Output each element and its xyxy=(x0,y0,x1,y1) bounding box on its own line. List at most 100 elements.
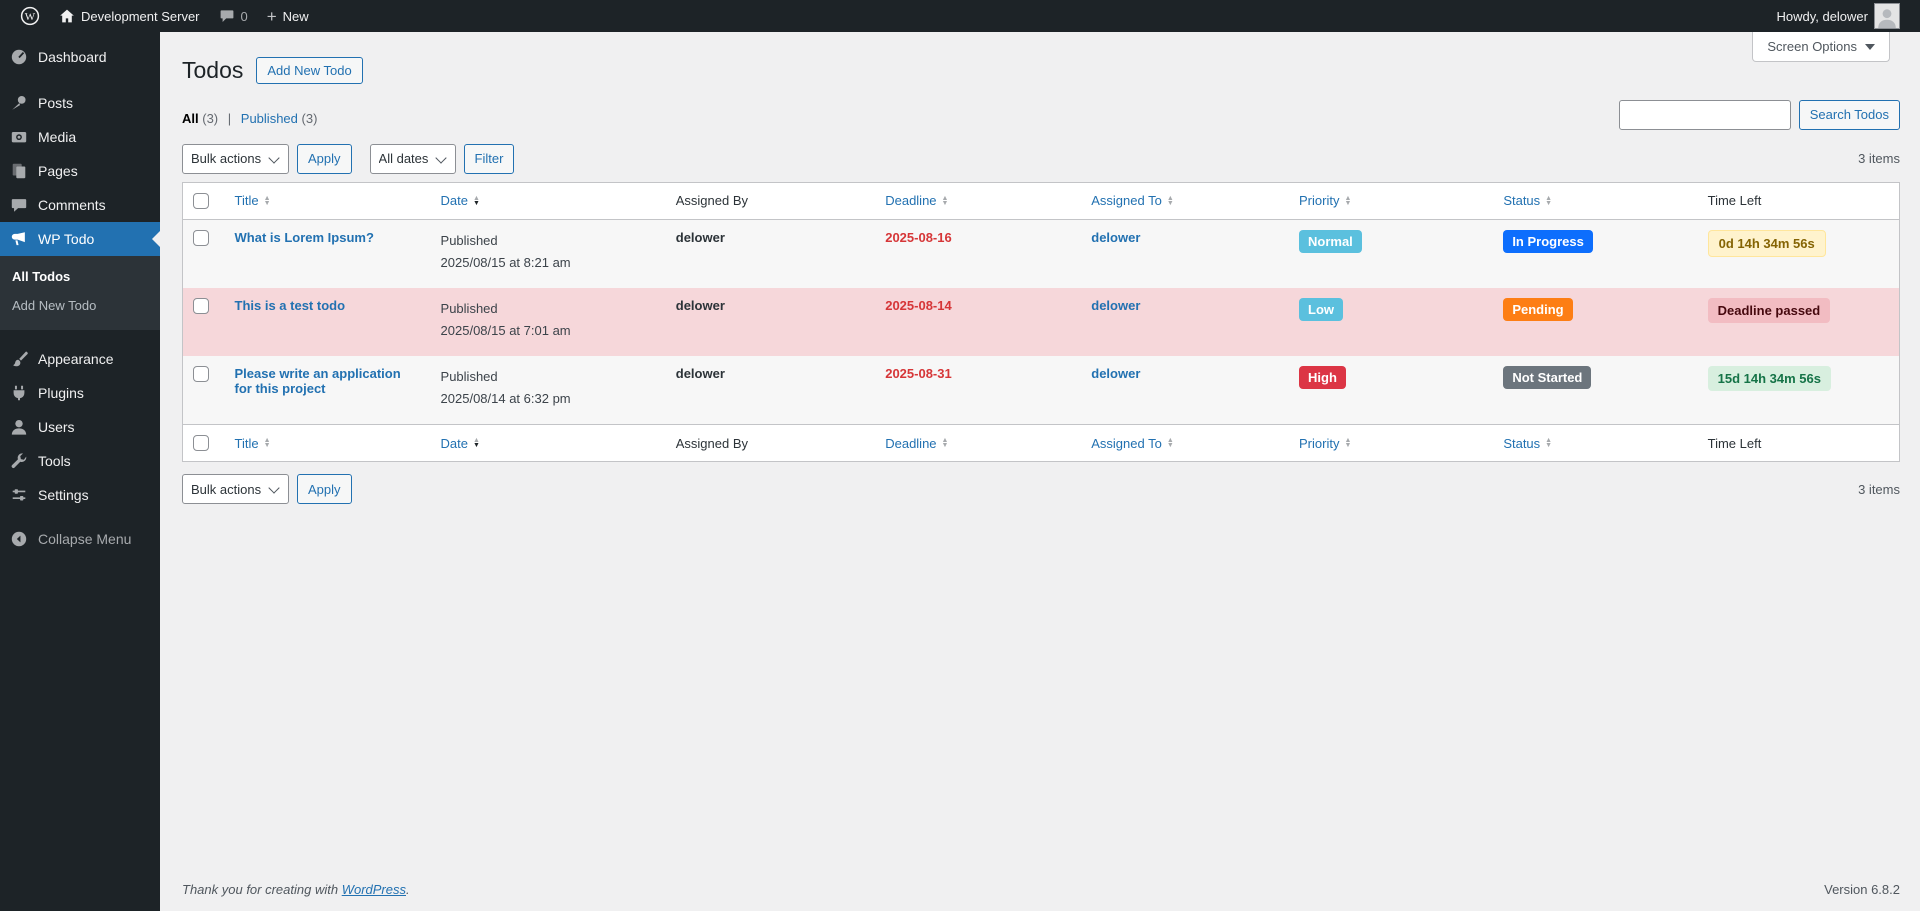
submenu-item-all-todos[interactable]: All Todos xyxy=(12,269,71,284)
table-header-row: Title ▲ ▼ Date ▲ ▼ Assigned By Deadline ▲ ▼ As… xyxy=(182,182,1900,220)
sidebar-item-posts[interactable]: Posts xyxy=(0,86,160,120)
sidebar-item-label: WP Todo xyxy=(38,231,95,247)
search-input[interactable] xyxy=(1618,99,1791,130)
time-left-badge: Deadline passed xyxy=(1707,298,1831,324)
sliders-icon xyxy=(9,486,29,504)
dates-filter-select[interactable]: All dates xyxy=(369,143,456,174)
sidebar-item-label: Dashboard xyxy=(38,49,107,65)
table-footer-row: Title ▲ ▼ Date ▲ ▼ Assigned By Deadline ▲ ▼ As… xyxy=(182,424,1900,462)
wrench-icon xyxy=(9,452,29,470)
sidebar-item-label: Appearance xyxy=(38,351,114,367)
assigned-to-link[interactable]: delower xyxy=(1091,229,1141,245)
plug-icon xyxy=(9,384,29,402)
sidebar-item-media[interactable]: Media xyxy=(0,120,160,154)
sidebar-item-settings[interactable]: Settings xyxy=(0,478,160,512)
sidebar-item-appearance[interactable]: Appearance xyxy=(0,342,160,376)
sort-icon: ▲ ▼ xyxy=(1166,437,1174,450)
site-name: Development Server xyxy=(81,8,200,24)
comments-menu-item[interactable]: 0 xyxy=(213,8,254,24)
sort-icon: ▲ ▼ xyxy=(1166,194,1174,207)
column-footer-assigned-to: Assigned To ▲ ▼ xyxy=(1081,424,1289,462)
sort-icon: ▲ ▼ xyxy=(263,437,271,450)
deadline-date: 2025-08-14 xyxy=(885,298,952,314)
time-left-badge: 15d 14h 34m 56s xyxy=(1707,366,1831,392)
column-footer-priority: Priority ▲ ▼ xyxy=(1289,424,1494,462)
site-menu-item[interactable]: Development Server xyxy=(53,8,206,24)
howdy-text: Howdy, delower xyxy=(1776,8,1868,24)
select-all-checkbox[interactable] xyxy=(193,435,209,452)
sidebar-item-comments[interactable]: Comments xyxy=(0,188,160,222)
view-filter-published[interactable]: Published xyxy=(240,110,298,126)
filter-button[interactable]: Filter xyxy=(463,143,515,174)
select-row-checkbox[interactable] xyxy=(193,366,209,383)
sort-desc-icon: ▲ ▼ xyxy=(473,194,480,207)
pages-icon xyxy=(9,162,29,180)
my-account-menu-item[interactable]: Howdy, delower xyxy=(1770,3,1906,29)
screen-options-button[interactable]: Screen Options xyxy=(1752,32,1890,62)
sidebar-item-label: Comments xyxy=(38,197,106,213)
home-icon xyxy=(59,8,75,24)
apply-button[interactable]: Apply xyxy=(297,143,352,174)
sidebar-item-users[interactable]: Users xyxy=(0,410,160,444)
megaphone-icon xyxy=(9,230,29,248)
todo-title-link[interactable]: Please write an application for this pro… xyxy=(234,366,401,397)
column-header-time-left: Time Left xyxy=(1697,182,1900,220)
comment-count: 0 xyxy=(240,8,248,24)
avatar xyxy=(1874,3,1900,29)
apply-button-bottom[interactable]: Apply xyxy=(297,474,352,505)
sidebar-item-plugins[interactable]: Plugins xyxy=(0,376,160,410)
sidebar-item-tools[interactable]: Tools xyxy=(0,444,160,478)
sidebar-item-wp-todo[interactable]: WP Todo xyxy=(0,222,160,256)
page-title: Todos xyxy=(182,57,244,83)
sidebar-item-label: Settings xyxy=(38,487,89,503)
wordpress-logo-icon[interactable]: W xyxy=(14,6,46,26)
bulk-actions-select-wrap: Bulk actions xyxy=(182,474,289,505)
sidebar-item-label: Users xyxy=(38,419,75,435)
sidebar-item-label: Collapse Menu xyxy=(38,531,132,547)
bulk-actions-select-bottom[interactable]: Bulk actions xyxy=(182,474,289,505)
column-footer-status: Status ▲ ▼ xyxy=(1493,424,1698,462)
priority-badge: Normal xyxy=(1299,229,1362,253)
select-row-checkbox[interactable] xyxy=(193,229,209,246)
sidebar-item-label: Media xyxy=(38,129,77,145)
sidebar-item-dashboard[interactable]: Dashboard xyxy=(0,40,160,74)
menu-separator xyxy=(0,330,160,342)
priority-badge: Low xyxy=(1299,298,1343,322)
pushpin-icon xyxy=(9,94,29,112)
add-new-todo-button[interactable]: Add New Todo xyxy=(256,57,363,85)
comment-icon xyxy=(9,196,29,214)
select-all-checkbox[interactable] xyxy=(193,192,209,209)
submenu-item-add-new-todo[interactable]: Add New Todo xyxy=(12,298,97,313)
wordpress-link[interactable]: WordPress xyxy=(341,882,406,897)
assigned-to-link[interactable]: delower xyxy=(1091,366,1141,382)
assigned-to-link[interactable]: delower xyxy=(1091,298,1141,314)
column-header-title: Title ▲ ▼ xyxy=(224,182,431,220)
items-count: 3 items xyxy=(1858,151,1900,167)
new-label: New xyxy=(282,8,309,24)
view-filter-separator: | xyxy=(227,110,232,126)
column-footer-time-left: Time Left xyxy=(1697,424,1900,462)
column-footer-date: Date ▲ ▼ xyxy=(430,424,666,462)
status-badge: Pending xyxy=(1503,298,1573,322)
column-header-assigned-to: Assigned To ▲ ▼ xyxy=(1081,182,1289,220)
bulk-actions-select[interactable]: Bulk actions xyxy=(182,143,289,174)
assigned-by: delower xyxy=(675,229,725,245)
column-header-priority: Priority ▲ ▼ xyxy=(1289,182,1494,220)
sidebar-item-collapse-menu[interactable]: Collapse Menu xyxy=(0,522,160,556)
select-row-checkbox[interactable] xyxy=(193,298,209,315)
todo-title-link[interactable]: What is Lorem Ipsum? xyxy=(234,229,374,245)
publish-date: 2025/08/14 at 6:32 pm xyxy=(440,391,571,407)
new-content-menu-item[interactable]: + New xyxy=(261,8,315,25)
status-badge: Not Started xyxy=(1503,366,1592,390)
view-filter-all[interactable]: All xyxy=(182,110,199,126)
screen-options-label: Screen Options xyxy=(1767,39,1857,54)
column-header-deadline: Deadline ▲ ▼ xyxy=(875,182,1082,220)
svg-text:W: W xyxy=(25,11,36,23)
column-header-assigned-by: Assigned By xyxy=(665,182,876,220)
sidebar-item-pages[interactable]: Pages xyxy=(0,154,160,188)
sidebar-item-label: Pages xyxy=(38,163,78,179)
collapse-arrow-icon xyxy=(9,530,29,548)
chevron-down-icon xyxy=(1865,43,1875,50)
search-todos-button[interactable]: Search Todos xyxy=(1798,99,1900,130)
todo-title-link[interactable]: This is a test todo xyxy=(234,298,346,314)
